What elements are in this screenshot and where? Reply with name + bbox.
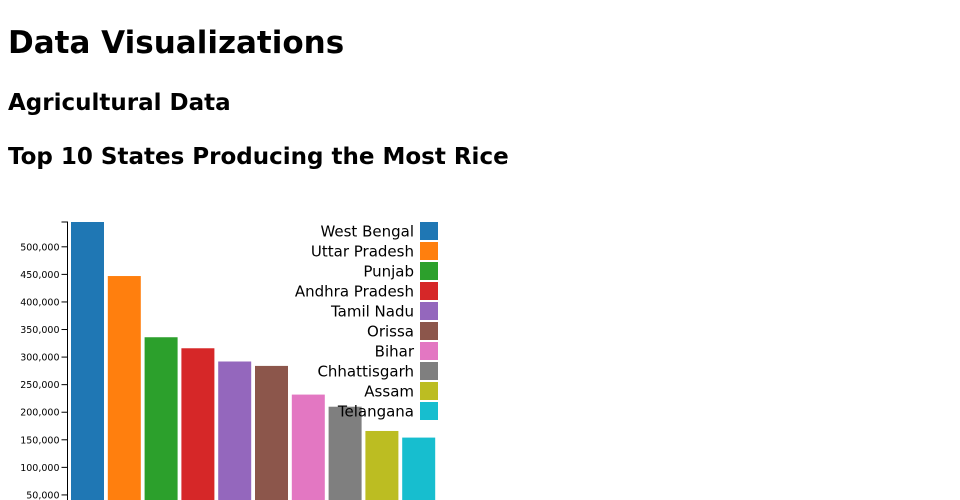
y-tick-label: 350,000 bbox=[20, 325, 59, 336]
y-tick-label: 250,000 bbox=[20, 380, 59, 391]
bar-chhattisgarh bbox=[328, 406, 362, 500]
legend-label-assam: Assam bbox=[364, 383, 414, 401]
y-axis-line bbox=[61, 221, 68, 500]
legend-swatch-telangana bbox=[420, 402, 438, 420]
page-title: Data Visualizations bbox=[8, 25, 345, 61]
legend-swatch-orissa bbox=[420, 322, 438, 340]
bar-assam bbox=[365, 430, 399, 500]
bar-west-bengal bbox=[71, 222, 104, 500]
legend-swatch-uttar-pradesh bbox=[420, 242, 438, 260]
legend-label-punjab: Punjab bbox=[363, 263, 414, 281]
y-tick-label: 400,000 bbox=[20, 297, 59, 308]
legend-label-tamil-nadu: Tamil Nadu bbox=[330, 303, 414, 321]
bar-orissa bbox=[255, 365, 288, 500]
legend-swatch-chhattisgarh bbox=[420, 362, 438, 380]
legend-swatch-assam bbox=[420, 382, 438, 400]
legend-label-west-bengal: West Bengal bbox=[320, 223, 414, 241]
y-tick-label: 150,000 bbox=[20, 435, 59, 446]
legend-label-bihar: Bihar bbox=[375, 343, 415, 361]
y-tick-label: 100,000 bbox=[20, 463, 59, 474]
bars bbox=[71, 222, 436, 500]
bar-andhra-pradesh bbox=[181, 348, 215, 500]
y-tick-label: 300,000 bbox=[20, 353, 59, 364]
legend-label-chhattisgarh: Chhattisgarh bbox=[317, 363, 414, 381]
legend-label-andhra-pradesh: Andhra Pradesh bbox=[295, 283, 414, 301]
bar-telangana bbox=[402, 437, 436, 500]
legend-swatch-west-bengal bbox=[420, 222, 438, 240]
y-tick-label: 200,000 bbox=[20, 408, 59, 419]
bar-uttar-pradesh bbox=[107, 276, 141, 500]
chart-heading: Top 10 States Producing the Most Rice bbox=[8, 144, 509, 170]
legend-swatch-andhra-pradesh bbox=[420, 282, 438, 300]
legend: West Bengal Uttar Pradesh Punjab Andhra Pra… bbox=[295, 222, 438, 421]
legend-label-orissa: Orissa bbox=[367, 323, 414, 341]
legend-swatch-punjab bbox=[420, 262, 438, 280]
y-axis: 50,000 100,000 150,000 200,000 250,000 300,00… bbox=[20, 221, 68, 500]
legend-label-uttar-pradesh: Uttar Pradesh bbox=[311, 243, 414, 261]
legend-swatch-bihar bbox=[420, 342, 438, 360]
bar-punjab bbox=[144, 337, 178, 500]
legend-swatch-tamil-nadu bbox=[420, 302, 438, 320]
legend-label-telangana: Telangana bbox=[337, 403, 414, 421]
bar-bihar bbox=[291, 394, 325, 500]
y-tick-label: 500,000 bbox=[20, 242, 59, 253]
y-tick-label: 50,000 bbox=[26, 490, 59, 500]
y-tick-label: 450,000 bbox=[20, 270, 59, 281]
bar-tamil-nadu bbox=[218, 361, 252, 500]
section-heading: Agricultural Data bbox=[8, 90, 231, 116]
